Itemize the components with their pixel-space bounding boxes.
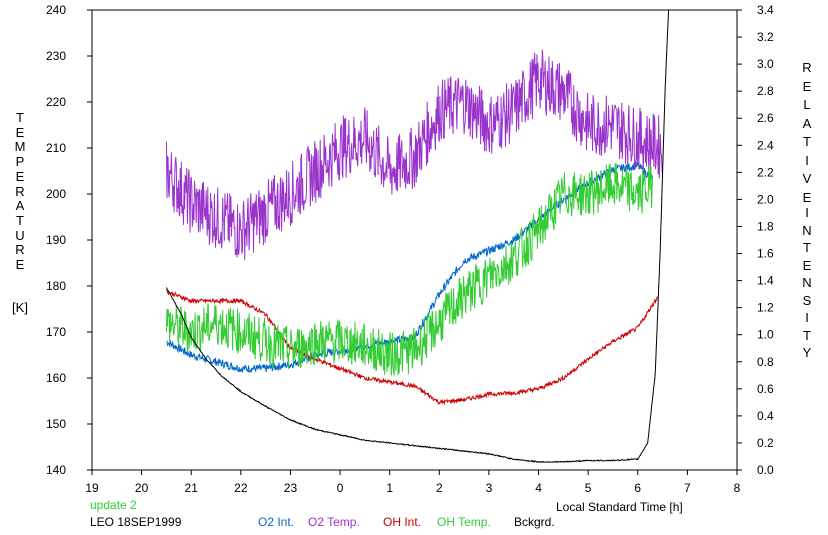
y-right-label-letter: V <box>802 171 812 186</box>
legend-item: OH Int. <box>383 515 422 529</box>
y-right-label-letter: L <box>803 97 811 112</box>
x-tick-label: 6 <box>634 481 641 495</box>
y-right-tick-label: 3.0 <box>757 57 774 71</box>
legend-item: O2 Int. <box>258 515 295 529</box>
y-right-label-letter: S <box>802 292 812 308</box>
x-axis-label: Local Standard Time [h] <box>556 500 683 514</box>
y-left-label-letter: E <box>15 168 25 184</box>
y-right-tick-label: 0.0 <box>757 463 774 477</box>
y-left-tick-label: 210 <box>46 141 66 155</box>
y-left-tick-label: 180 <box>46 279 66 293</box>
y-left-label-letter: A <box>15 198 25 214</box>
y-left-label-letter: E <box>15 124 25 140</box>
y-right-tick-label: 2.2 <box>757 165 774 179</box>
y-right-label-letter: N <box>802 222 812 238</box>
x-tick-label: 1 <box>386 481 393 495</box>
y-left-label-letter: R <box>15 183 25 199</box>
legend-item: Bckgrd. <box>514 515 555 529</box>
series-bckgrd-line <box>165 10 669 464</box>
y-right-tick-label: 1.2 <box>757 301 774 315</box>
y-right-label-letter: E <box>802 78 812 94</box>
y-left-tick-label: 240 <box>46 3 66 17</box>
y-left-tick-label: 200 <box>46 187 66 201</box>
x-tick-label: 3 <box>486 481 493 495</box>
y-right-label-letter: Y <box>802 345 812 360</box>
y-right-label-letter: I <box>805 310 809 325</box>
y-left-tick-label: 190 <box>46 233 66 247</box>
y-right-tick-label: 0.6 <box>757 382 774 396</box>
y-right-tick-label: 1.6 <box>757 247 774 261</box>
y-left-tick-label: 160 <box>46 371 66 385</box>
y-right-tick-label: 3.4 <box>757 3 774 17</box>
y-left-tick-label: 140 <box>46 463 66 477</box>
y-left-unit: [K] <box>12 300 28 315</box>
y-left-label-letter: T <box>16 212 24 228</box>
x-tick-label: 23 <box>284 481 298 495</box>
x-tick-label: 21 <box>185 481 199 495</box>
series-oh-int-line <box>166 289 659 406</box>
y-right-label-letter: E <box>802 257 812 273</box>
y-right-tick-label: 1.8 <box>757 219 774 233</box>
legend-item: OH Temp. <box>437 515 491 529</box>
y-left-label-letter: T <box>16 110 24 125</box>
y-right-label-letter: I <box>805 205 809 220</box>
y-right-label-letter: T <box>803 327 811 343</box>
y-left-tick-label: 170 <box>46 325 66 339</box>
x-tick-label: 5 <box>585 481 592 495</box>
y-right-label-letter: R <box>802 60 812 75</box>
update-text: update 2 <box>90 498 137 512</box>
x-tick-label: 19 <box>85 481 99 495</box>
y-right-label-letter: N <box>802 275 812 290</box>
x-tick-label: 7 <box>684 481 691 495</box>
y-left-label-letter: M <box>14 139 26 155</box>
y-right-label-letter: E <box>802 189 812 205</box>
y-left-label-letter: U <box>15 227 25 243</box>
y-right-tick-label: 0.2 <box>757 436 774 450</box>
y-left-label-letter: R <box>15 242 25 258</box>
x-tick-label: 4 <box>535 481 542 495</box>
plot-frame <box>91 9 738 471</box>
x-tick-label: 8 <box>734 481 741 495</box>
y-right-tick-label: 3.2 <box>757 30 774 44</box>
y-left-tick-label: 150 <box>46 417 66 431</box>
y-right-tick-label: 1.0 <box>757 328 774 342</box>
series-oh-temp-line <box>165 162 654 376</box>
legend-item: O2 Temp. <box>308 515 360 529</box>
x-tick-label: 0 <box>337 481 344 495</box>
site-text: LEO 18SEP1999 <box>90 515 182 529</box>
y-left-label-letter: E <box>15 257 25 272</box>
y-right-label-letter: T <box>803 240 811 255</box>
y-left-label-letter: P <box>15 154 25 170</box>
y-right-label-letter: A <box>802 115 812 131</box>
y-right-label-letter: T <box>803 134 811 149</box>
y-right-tick-label: 1.4 <box>757 274 774 288</box>
y-right-tick-label: 2.4 <box>757 138 774 152</box>
y-right-tick-label: 2.6 <box>757 111 774 125</box>
x-tick-label: 20 <box>135 481 149 495</box>
x-tick-label: 22 <box>234 481 248 495</box>
y-left-tick-label: 230 <box>46 49 66 63</box>
y-right-tick-label: 2.0 <box>757 192 774 206</box>
y-right-label-letter: I <box>805 152 809 168</box>
series-o2-temp-line <box>165 49 664 260</box>
y-right-tick-label: 2.8 <box>757 84 774 98</box>
y-right-tick-label: 0.4 <box>757 409 774 423</box>
y-right-tick-label: 0.8 <box>757 355 774 369</box>
x-tick-label: 2 <box>436 481 443 495</box>
y-left-tick-label: 220 <box>46 95 66 109</box>
